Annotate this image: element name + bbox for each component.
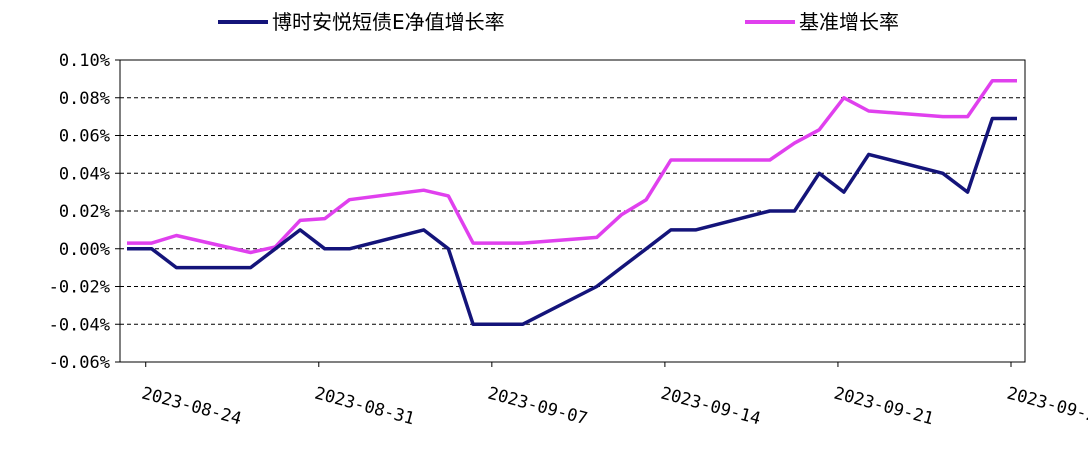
x-tick-label: 2023-08-31 [312,384,416,430]
legend-label-benchmark: 基准增长率 [799,10,899,34]
x-tick-label: 2023-09-14 [659,384,763,430]
gridlines [120,97,1025,325]
y-tick-label: 0.06% [59,127,110,147]
y-axis: 0.10% 0.08% 0.06% 0.04% 0.02% 0.00% -0.02% -0.0… [49,51,120,373]
y-tick-label: 0.00% [59,240,110,260]
x-tick-label: 2023-09-21 [832,384,936,430]
x-tick-label: 2023-09-07 [486,384,590,430]
y-tick-label: 0.04% [59,164,110,184]
x-axis: 2023-08-24 2023-08-31 2023-09-07 2023-09-14… [139,362,1088,429]
y-tick-label: 0.02% [59,202,110,222]
x-tick-label: 2023-08-24 [139,384,243,430]
series-layer [127,79,1017,327]
y-tick-label: 0.10% [59,51,110,71]
y-tick-label: -0.02% [49,278,110,298]
y-tick-label: 0.08% [59,89,110,109]
x-tick-label: 2023-09-28 [1005,384,1088,430]
legend-label-fund: 博时安悦短债E净值增长率 [272,10,505,34]
series-line-fund [127,116,1017,327]
series-line-benchmark [127,79,1017,255]
y-tick-label: -0.04% [49,315,110,335]
y-tick-label: -0.06% [49,353,110,373]
legend: 博时安悦短债E净值增长率 基准增长率 [218,10,899,34]
